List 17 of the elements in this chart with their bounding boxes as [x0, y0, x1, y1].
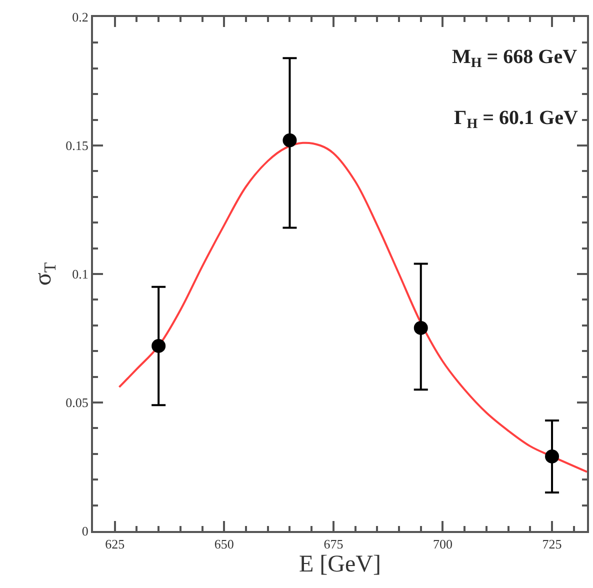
x-tick-label: 700	[432, 536, 452, 552]
x-tick-label: 675	[324, 536, 344, 552]
point	[545, 449, 560, 464]
annotation: M$_{H}$ = 668 GeV	[452, 46, 578, 72]
y-tick-label: 0.2	[72, 10, 88, 25]
y-tick-label: 0.1	[72, 266, 88, 282]
point	[282, 133, 297, 148]
y-tick-label: 0	[82, 524, 88, 539]
point	[414, 320, 428, 335]
x-tick-label: 725	[542, 536, 562, 552]
x-axis-title: E [GeV]	[299, 552, 381, 578]
x-tick-label: 650	[214, 536, 234, 552]
point	[152, 338, 166, 353]
x-tick-label: 625	[105, 536, 125, 552]
y-tick-label: 0.05	[66, 395, 88, 410]
y-tick-label: 0.15	[66, 138, 88, 154]
annotation: Γ$_{H}$ = 60.1 GeV	[454, 107, 578, 132]
